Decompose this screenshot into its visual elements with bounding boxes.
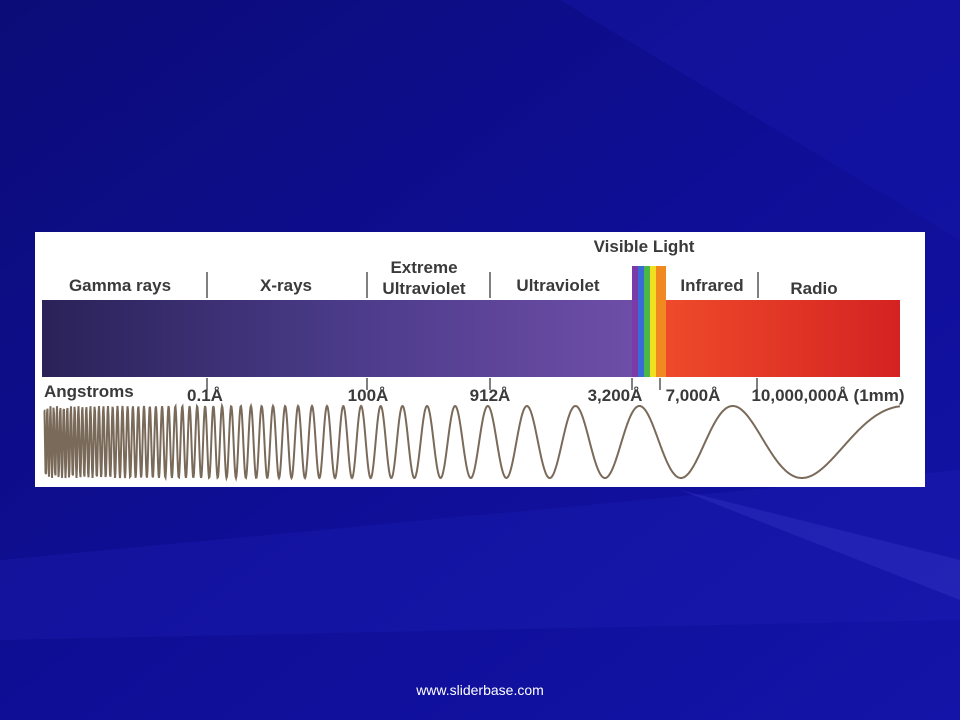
band-label: Ultraviolet [516, 276, 599, 295]
footer-url: www.sliderbase.com [415, 682, 544, 698]
visible-green [644, 266, 650, 377]
wavelength-label: 3,200Å [588, 386, 643, 405]
band-label: Radio [790, 279, 837, 298]
uv-region [42, 300, 634, 377]
band-dividers [206, 272, 759, 390]
visible-yellow [650, 266, 656, 377]
band-label: Ultraviolet [382, 279, 465, 298]
band-label: X-rays [260, 276, 312, 295]
background-streak [0, 470, 960, 640]
visible-orange [656, 266, 666, 377]
ir-region [666, 300, 900, 377]
wavelength-label: 7,000Å [666, 386, 721, 405]
band-label: Gamma rays [69, 276, 171, 295]
visible-violet [632, 266, 638, 377]
background-streak [680, 490, 960, 600]
visible-blue [638, 266, 644, 377]
wavelength-label: 10,000,000Å (1mm) [751, 386, 904, 405]
wavelength-label: 0.1Å [187, 386, 223, 405]
band-label: Extreme [390, 258, 457, 277]
background-streak [560, 0, 960, 240]
visible-light-label: Visible Light [594, 237, 695, 256]
wave [43, 402, 901, 482]
band-label: Infrared [680, 276, 743, 295]
wavelength-label: 100Å [348, 386, 389, 405]
scale-label: Angstroms [44, 382, 134, 401]
wavelength-label: 912Å [470, 386, 511, 405]
